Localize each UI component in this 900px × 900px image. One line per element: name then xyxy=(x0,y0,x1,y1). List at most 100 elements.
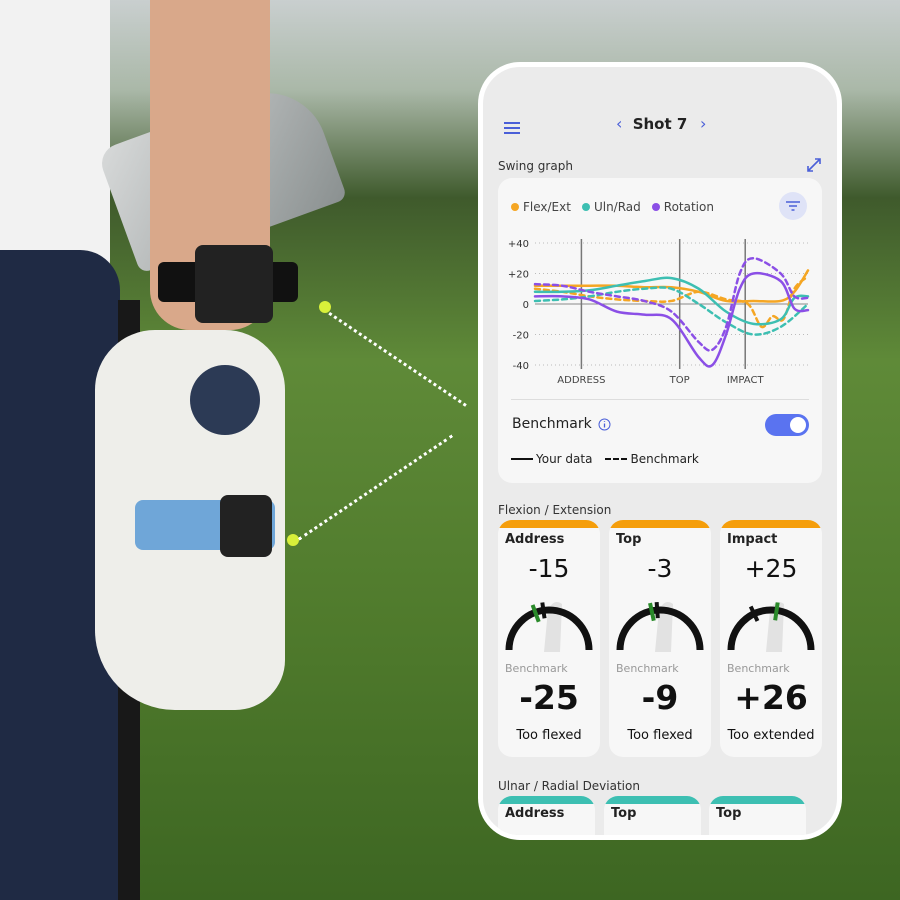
toggle-knob xyxy=(790,417,806,433)
wrist-angle-gauge xyxy=(505,602,593,652)
card-accent-bar xyxy=(498,520,600,528)
ulnar-card[interactable]: Top xyxy=(709,796,806,835)
golfer-shirt xyxy=(0,0,110,290)
phase-label: IMPACT xyxy=(727,375,765,386)
benchmark-marker xyxy=(748,605,760,622)
flexion-card-impact[interactable]: Impact +25 Benchmark +26 Too extended xyxy=(720,520,822,757)
phone-screen: ‹ Shot 7 › Swing graph Flex/Ext Uln/Rad … xyxy=(478,62,842,840)
legend-uln: Uln/Rad xyxy=(581,200,641,214)
wrist-angle-gauge xyxy=(616,601,704,652)
flexion-card-top[interactable]: Top -3 Benchmark -9 Too flexed xyxy=(609,520,711,757)
benchmark-marker xyxy=(654,601,660,619)
next-shot-button[interactable]: › xyxy=(700,114,706,133)
ulnar-card[interactable]: Address xyxy=(498,796,595,835)
measured-value: +25 xyxy=(744,554,798,583)
card-accent-bar xyxy=(498,796,595,804)
measured-value: -15 xyxy=(528,554,570,583)
card-accent-bar xyxy=(709,796,806,804)
swing-chart: +40 +20 0 -20 -40 ADDRESS TOP IMPACT xyxy=(508,239,810,386)
solid-line-swatch xyxy=(511,458,533,460)
phase-label: Top xyxy=(611,806,637,821)
phase-label: Impact xyxy=(727,532,778,547)
gauge-arc xyxy=(727,606,815,651)
divider xyxy=(511,399,809,400)
ulnar-section-label: Ulnar / Radial Deviation xyxy=(498,779,640,793)
benchmark-line-label: Benchmark xyxy=(630,452,699,466)
benchmark-value: -25 xyxy=(519,678,579,717)
benchmark-value: +26 xyxy=(734,678,808,717)
callout-line xyxy=(328,312,467,407)
series-line-rotation-dashed xyxy=(533,256,810,352)
prev-shot-button[interactable]: ‹ xyxy=(616,114,622,133)
legend-label: Rotation xyxy=(663,200,714,214)
series-legend: Flex/Ext Uln/Rad Rotation xyxy=(511,200,714,214)
card-accent-bar xyxy=(609,520,711,528)
wrist-hand-icon xyxy=(544,602,562,652)
swing-graph-label: Swing graph xyxy=(498,159,573,173)
line-style-legend: Your data Benchmark xyxy=(511,452,699,466)
benchmark-marker xyxy=(540,602,547,619)
y-tick-label: 0 xyxy=(523,300,529,311)
benchmark-label: Benchmark xyxy=(512,416,592,432)
hand-sensor xyxy=(220,495,272,557)
menu-button[interactable] xyxy=(503,120,521,139)
y-tick-label: +40 xyxy=(508,239,529,250)
gauge-arc xyxy=(616,606,704,651)
callout-dot xyxy=(287,534,299,546)
callout-line xyxy=(298,434,454,541)
filter-button[interactable] xyxy=(779,192,807,220)
measured-marker xyxy=(530,604,541,623)
benchmark-row: Benchmark xyxy=(512,416,611,432)
chevron-right-icon: › xyxy=(700,114,707,133)
series-line-uln-rad-solid xyxy=(533,276,810,326)
legend-label: Flex/Ext xyxy=(523,200,571,214)
glove-logo xyxy=(190,365,260,435)
your-data-label: Your data xyxy=(536,452,593,466)
swing-graph-card: Flex/Ext Uln/Rad Rotation +40 +20 0 -20 -40 A… xyxy=(498,178,822,483)
measured-value: -3 xyxy=(647,554,673,583)
y-tick-label: +20 xyxy=(508,270,529,281)
series-line-flex-ext-solid xyxy=(533,269,810,303)
benchmark-caption: Benchmark xyxy=(616,662,679,675)
gauge-arc xyxy=(505,606,593,651)
ulnar-card[interactable]: Top xyxy=(604,796,701,835)
flexion-section-label: Flexion / Extension xyxy=(498,503,612,517)
wrist-hand-icon xyxy=(766,602,784,652)
phase-label: Top xyxy=(716,806,742,821)
filter-icon xyxy=(786,201,800,211)
series-line-rotation-solid xyxy=(533,271,810,368)
expand-icon xyxy=(807,158,821,172)
benchmark-caption: Benchmark xyxy=(505,662,568,675)
info-icon[interactable] xyxy=(598,418,611,431)
legend-label: Uln/Rad xyxy=(593,200,641,214)
shot-title: Shot 7 xyxy=(632,115,688,133)
card-accent-bar xyxy=(604,796,701,804)
wrist-sensor xyxy=(195,245,273,323)
wrist-angle-gauge xyxy=(727,602,815,652)
measured-marker xyxy=(773,602,780,621)
callout-dot xyxy=(319,301,331,313)
benchmark-caption: Benchmark xyxy=(727,662,790,675)
phase-label: ADDRESS xyxy=(557,375,605,386)
phase-label: Top xyxy=(616,532,642,547)
status-text: Too flexed xyxy=(627,728,693,743)
flexion-card-address[interactable]: Address -15 Benchmark -25 Too flexed xyxy=(498,520,600,757)
benchmark-toggle[interactable] xyxy=(765,414,809,436)
card-accent-bar xyxy=(720,520,822,528)
measured-marker xyxy=(648,602,656,622)
phase-label: Address xyxy=(505,806,565,821)
legend-rotation: Rotation xyxy=(651,200,714,214)
expand-button[interactable] xyxy=(806,157,822,177)
benchmark-value: -9 xyxy=(641,678,679,717)
status-text: Too extended xyxy=(727,728,815,743)
status-text: Too flexed xyxy=(516,728,582,743)
hamburger-icon xyxy=(504,122,520,134)
dashed-line-swatch xyxy=(605,458,628,460)
y-tick-label: -40 xyxy=(513,361,529,372)
legend-dot xyxy=(651,203,660,211)
legend-dot xyxy=(511,203,519,211)
phase-label: TOP xyxy=(669,375,690,386)
phase-label: Address xyxy=(505,532,565,547)
chevron-left-icon: ‹ xyxy=(616,114,623,133)
legend-dot xyxy=(581,203,590,211)
